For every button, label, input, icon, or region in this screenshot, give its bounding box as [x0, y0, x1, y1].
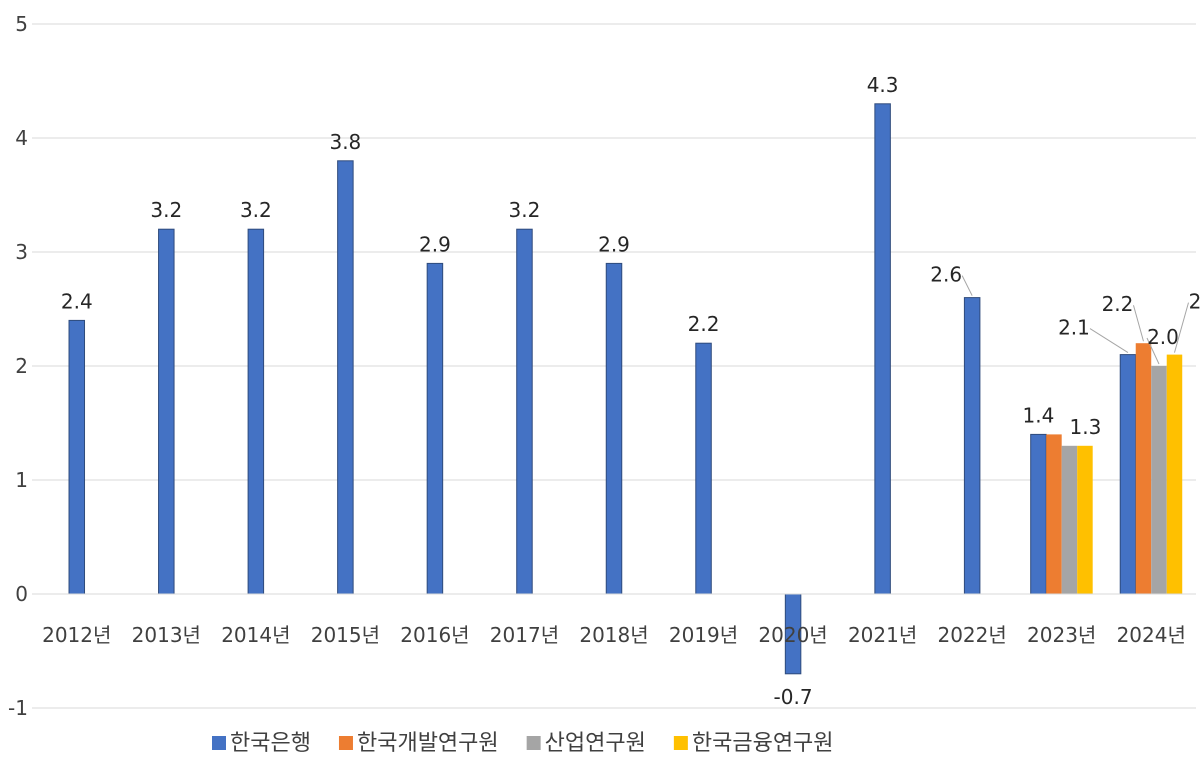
legend-swatch [212, 736, 226, 750]
data-label: 2.6 [930, 263, 962, 287]
y-tick-label: 3 [15, 240, 28, 264]
x-tick-label: 2018년 [579, 623, 648, 647]
x-tick-label: 2019년 [669, 623, 738, 647]
data-label: 3.2 [150, 198, 182, 222]
data-label: 2.9 [419, 232, 451, 256]
legend-label: 한국은행 [230, 731, 311, 756]
label-leader-line [1146, 337, 1160, 365]
data-label: 3.8 [329, 130, 361, 154]
x-tick-label: 2023년 [1027, 623, 1096, 647]
legend-label: 산업연구원 [545, 731, 646, 756]
data-label: 2.4 [61, 289, 93, 313]
bar [963, 297, 981, 595]
data-label: 1.4 [1023, 403, 1055, 427]
bar [1061, 445, 1078, 594]
x-tick-label: 2014년 [221, 623, 290, 647]
bar [1030, 433, 1047, 595]
data-label: 4.3 [867, 73, 899, 97]
x-tick-label: 2022년 [937, 623, 1006, 647]
x-tick-label: 2012년 [42, 623, 111, 647]
y-tick-label: 5 [15, 12, 28, 36]
legend-swatch [526, 736, 541, 750]
bar [1166, 354, 1183, 594]
legend-swatch [338, 736, 353, 750]
bar [337, 160, 354, 595]
data-label: 2.1 [1058, 316, 1090, 340]
x-tick-label: 2021년 [848, 623, 917, 647]
data-label: 1.3 [1070, 415, 1102, 439]
bar [1046, 434, 1062, 594]
y-tick-label: -1 [8, 696, 28, 720]
bar [247, 228, 265, 595]
data-label: 2.1 [1189, 290, 1200, 314]
x-tick-label: 2016년 [400, 623, 469, 647]
bar [695, 342, 712, 595]
label-leader-line [1132, 305, 1144, 342]
data-label: 2.9 [598, 232, 630, 256]
bar [1077, 445, 1093, 594]
label-leader-line [1089, 328, 1129, 354]
data-label: 3.2 [509, 198, 541, 222]
bar [68, 319, 86, 595]
bar [1119, 354, 1137, 595]
bar [516, 228, 533, 595]
data-label: 2.0 [1147, 325, 1179, 349]
label-leader-line [1173, 302, 1189, 353]
bar [1135, 343, 1152, 594]
y-tick-label: 1 [15, 468, 28, 492]
data-label: -0.7 [774, 685, 813, 709]
x-tick-label: 2015년 [311, 623, 380, 647]
legend-label: 한국개발연구원 [357, 731, 499, 756]
legend-label: 한국금융연구원 [692, 731, 834, 756]
x-tick-label: 2024년 [1117, 623, 1186, 647]
data-label: 2.2 [1102, 292, 1134, 316]
legend-swatch [673, 736, 688, 750]
label-leader-line [961, 275, 973, 296]
x-tick-label: 2013년 [132, 623, 201, 647]
x-tick-label: 2017년 [490, 623, 559, 647]
y-tick-label: 2 [15, 354, 28, 378]
data-label: 3.2 [240, 198, 272, 222]
bar [426, 262, 444, 595]
bar [158, 228, 175, 595]
y-tick-label: 4 [15, 126, 28, 150]
bar [874, 103, 891, 595]
bar [605, 262, 623, 595]
bar [1151, 366, 1167, 594]
y-tick-label: 0 [15, 582, 28, 606]
data-label: 2.2 [688, 312, 720, 336]
x-tick-label: 2020년 [758, 623, 827, 647]
